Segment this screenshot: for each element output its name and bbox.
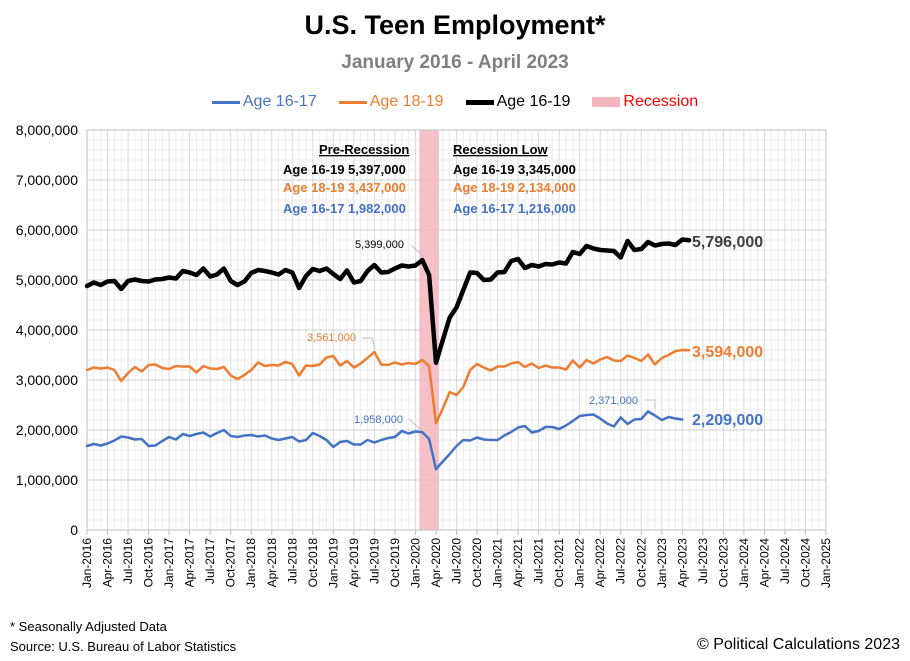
chart-subtitle: January 2016 - April 2023 <box>341 52 569 73</box>
grid-layer <box>86 129 827 531</box>
x-tick-label: Jul-2021 <box>532 538 546 584</box>
x-tick-label: Jul-2020 <box>450 538 464 584</box>
legend-item-age-18-19: Age 18-19 <box>338 93 444 111</box>
x-tick-label: Apr-2019 <box>347 538 361 588</box>
series-layer <box>84 237 692 471</box>
legend-label-recession: Recession <box>623 93 699 110</box>
legend-label-age-18-19: Age 18-19 <box>369 93 444 110</box>
x-tick-label: Oct-2023 <box>716 538 730 588</box>
pre-recession-heading: Pre-Recession <box>319 142 409 157</box>
x-tick-label: Apr-2023 <box>675 538 689 588</box>
series-line-age-18-19 <box>85 348 691 425</box>
x-tick-label: Oct-2017 <box>224 538 238 588</box>
x-tick-label: Oct-2024 <box>798 538 812 588</box>
x-tick-label: Jan-2020 <box>408 538 422 588</box>
x-tick-label: Jan-2019 <box>326 538 340 588</box>
x-tick-label: Apr-2024 <box>757 538 771 588</box>
recession-layer <box>419 130 439 530</box>
x-tick-label: Jan-2023 <box>655 538 669 588</box>
x-tick-label: Jul-2024 <box>778 538 792 584</box>
x-tick-label: Apr-2018 <box>265 538 279 588</box>
legend-swatch-age-16-17 <box>211 100 240 104</box>
x-tick-label: Jan-2024 <box>737 538 751 588</box>
x-tick-label: Apr-2017 <box>183 538 197 588</box>
y-tick-label: 6,000,000 <box>16 222 78 238</box>
x-tick-label: Apr-2016 <box>101 538 115 588</box>
series-line-age-16-19 <box>84 237 692 366</box>
x-tick-label: Jan-2022 <box>573 538 587 588</box>
x-tick-label: Jul-2017 <box>203 538 217 584</box>
y-tick-label: 3,000,000 <box>16 372 78 388</box>
footnote-source: Source: U.S. Bureau of Labor Statistics <box>10 639 237 654</box>
x-tick-label: Apr-2020 <box>429 538 443 588</box>
x-tick-label: Jul-2022 <box>614 538 628 584</box>
chart-title: U.S. Teen Employment* <box>304 10 606 40</box>
recession-band <box>419 130 439 530</box>
y-tick-label: 5,000,000 <box>16 272 78 288</box>
callout-leader-2371000 <box>645 399 656 409</box>
y-tick-label: 1,000,000 <box>16 472 78 488</box>
legend-item-age-16-19: Age 16-19 <box>465 93 571 111</box>
end-label-age-16-17: 2,209,000 <box>692 412 763 429</box>
callout-leader-5399000 <box>410 244 425 258</box>
recession-low-age-18-19: Age 18-19 2,134,000 <box>453 180 576 195</box>
callout-leader-3561000 <box>362 337 376 350</box>
pre-recession-age-16-19: Age 16-19 5,397,000 <box>283 162 406 177</box>
x-tick-label: Oct-2019 <box>388 538 402 588</box>
y-tick-label: 4,000,000 <box>16 322 78 338</box>
legend-swatch-recession <box>592 97 621 107</box>
x-tick-label: Jul-2018 <box>285 538 299 584</box>
x-tick-label: Oct-2016 <box>142 538 156 588</box>
x-tick-label: Oct-2020 <box>470 538 484 588</box>
footnote-seasonally-adjusted: * Seasonally Adjusted Data <box>10 619 167 634</box>
legend-label-age-16-17: Age 16-17 <box>242 93 317 110</box>
x-tick-label: Jul-2016 <box>121 538 135 584</box>
x-tick-label: Jan-2025 <box>819 538 833 588</box>
legend-item-recession: Recession <box>592 93 698 111</box>
legend-item-age-16-17: Age 16-17 <box>211 93 317 111</box>
annotation-layer: Pre-Recession Age 16-19 5,397,000 Age 18… <box>283 142 763 430</box>
callout-3561000: 3,561,000 <box>307 332 356 344</box>
x-tick-label: Apr-2022 <box>593 538 607 588</box>
x-tick-label: Apr-2021 <box>511 538 525 588</box>
pre-recession-age-16-17: Age 16-17 1,982,000 <box>283 201 406 216</box>
x-tick-label: Jan-2017 <box>162 538 176 588</box>
x-tick-label: Jan-2016 <box>80 538 94 588</box>
x-tick-label: Oct-2022 <box>634 538 648 588</box>
end-label-age-18-19: 3,594,000 <box>692 344 763 361</box>
y-tick-label: 2,000,000 <box>16 422 78 438</box>
series-line-age-16-17 <box>85 410 684 471</box>
legend-swatch-age-16-19 <box>465 99 494 105</box>
legend-swatch-age-18-19 <box>338 100 367 104</box>
legend-label-age-16-19: Age 16-19 <box>496 93 571 110</box>
x-tick-label: Jul-2019 <box>367 538 381 584</box>
x-tick-label: Jan-2018 <box>244 538 258 588</box>
end-label-age-16-19: 5,796,000 <box>692 234 763 251</box>
x-tick-label: Jan-2021 <box>491 538 505 588</box>
axis-layer: 0 1,000,000 2,000,000 3,000,000 4,000,000 5,0… <box>16 122 833 588</box>
callout-5399000: 5,399,000 <box>355 239 404 251</box>
y-tick-label: 7,000,000 <box>16 172 78 188</box>
legend: Age 16-17 Age 18-19 Age 16-19 Recession <box>0 93 910 111</box>
recession-low-heading: Recession Low <box>453 142 549 157</box>
y-tick-label: 8,000,000 <box>16 122 78 138</box>
x-tick-label: Oct-2018 <box>306 538 320 588</box>
callout-1958000: 1,958,000 <box>354 414 403 426</box>
recession-low-age-16-19: Age 16-19 3,345,000 <box>453 162 576 177</box>
y-tick-label: 0 <box>70 522 78 538</box>
callout-leader-1958000 <box>408 418 421 430</box>
callout-2371000: 2,371,000 <box>589 395 638 407</box>
x-tick-label: Jul-2023 <box>696 538 710 584</box>
copyright: © Political Calculations 2023 <box>696 636 900 653</box>
x-tick-label: Oct-2021 <box>552 538 566 588</box>
pre-recession-age-18-19: Age 18-19 3,437,000 <box>283 180 406 195</box>
recession-low-age-16-17: Age 16-17 1,216,000 <box>453 201 576 216</box>
